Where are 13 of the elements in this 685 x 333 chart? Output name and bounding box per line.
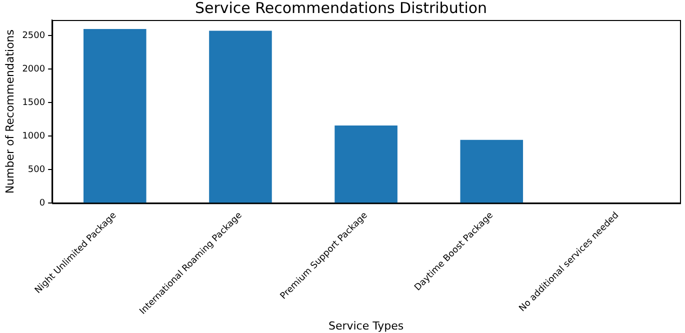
y-tick-label: 1500	[22, 98, 46, 108]
y-tick-label: 2000	[22, 64, 46, 75]
bar	[209, 30, 272, 203]
x-axis-title: Service Types	[328, 319, 404, 332]
y-axis-title: Number of Recommendations	[3, 29, 16, 194]
bar	[460, 140, 524, 203]
chart-title: Service Recommendations Distribution	[194, 0, 488, 17]
y-tick-label: 2500	[22, 31, 46, 42]
y-tick-label: 1000	[22, 132, 46, 142]
bar	[84, 29, 146, 203]
bar	[334, 125, 398, 203]
y-tick-label: 500	[28, 165, 46, 176]
y-tick-label: 0	[39, 198, 46, 208]
